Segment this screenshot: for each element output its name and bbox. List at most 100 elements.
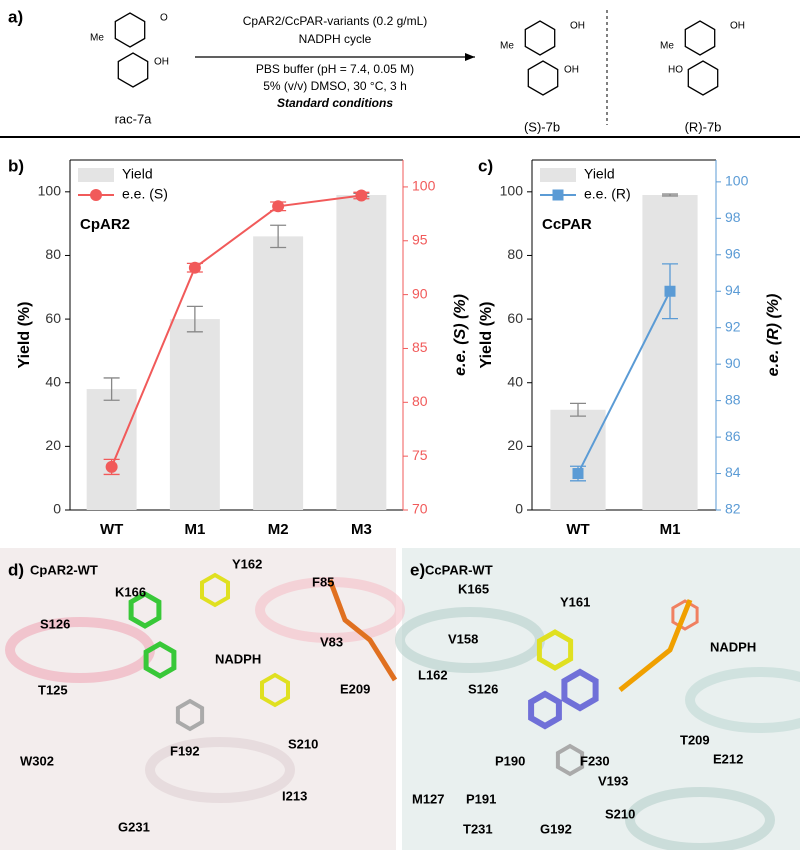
y-tick-label: 100 — [500, 183, 524, 199]
ribbon — [625, 787, 775, 853]
atom-label: OH — [154, 57, 169, 68]
y2-tick-label: 100 — [725, 173, 749, 189]
y2-tick-label: 90 — [725, 355, 741, 371]
line — [110, 194, 362, 468]
y-tick-label: 0 — [515, 501, 523, 517]
y-tick-label: 40 — [45, 373, 61, 389]
residue-label: T231 — [463, 821, 493, 836]
y2-tick-label: 82 — [725, 501, 741, 517]
atom-label: OH — [570, 21, 585, 32]
ring — [117, 52, 149, 88]
bar — [253, 236, 304, 510]
y2-tick-label: 98 — [725, 209, 741, 225]
y2-tick-label: 70 — [412, 501, 428, 517]
ring — [671, 599, 699, 631]
ring — [687, 60, 719, 96]
residue-label: V193 — [598, 773, 628, 788]
error-bar — [186, 305, 203, 333]
stick — [327, 579, 398, 682]
legend-label: e.e. (R) — [584, 186, 631, 202]
legend-marker — [552, 189, 564, 201]
ring — [114, 12, 146, 48]
error-bar — [270, 224, 287, 249]
residue-label: F192 — [170, 743, 200, 758]
y-axis-label: Yield (%) — [478, 302, 495, 369]
residue-label: G192 — [540, 821, 572, 836]
compound-name: (S)-7b — [524, 119, 560, 134]
stick — [618, 599, 693, 692]
panel-label: d) — [8, 560, 24, 579]
marker — [572, 468, 584, 480]
chart-annotation: CpAR2 — [80, 216, 130, 233]
y2-axis-label: e.e. (R) (%) — [765, 294, 782, 377]
panel-label: e) — [410, 560, 425, 579]
marker — [355, 189, 368, 202]
y2-tick-label: 88 — [725, 391, 741, 407]
atom-label: Me — [660, 41, 674, 52]
y2-tick-label: 84 — [725, 464, 741, 480]
y2-tick-label: 80 — [412, 393, 428, 409]
residue-label: E209 — [340, 681, 370, 696]
ribbon — [145, 737, 295, 803]
residue-label: P191 — [466, 791, 496, 806]
residue-label: Y161 — [560, 594, 590, 609]
y2-tick-label: 86 — [725, 428, 741, 444]
ring — [561, 668, 599, 712]
error-bar — [103, 377, 120, 401]
bar — [169, 319, 220, 510]
chart-annotation: CcPAR — [542, 216, 592, 233]
residue-label: M127 — [412, 791, 445, 806]
residue-label: L162 — [418, 667, 448, 682]
residue-label: F230 — [580, 753, 610, 768]
residue-label: S210 — [288, 736, 318, 751]
condition: NADPH cycle — [299, 32, 372, 46]
x-tick-label: WT — [100, 521, 123, 538]
residue-label: P190 — [495, 753, 525, 768]
legend-swatch — [540, 168, 576, 182]
ring — [200, 572, 230, 608]
ring — [128, 591, 162, 629]
ring — [528, 690, 562, 730]
atom-label: O — [160, 13, 168, 24]
ring — [260, 672, 290, 708]
y2-tick-label: 85 — [412, 339, 428, 355]
ring — [143, 641, 177, 679]
panel-label: c) — [478, 156, 493, 175]
ribbon — [685, 667, 800, 733]
y-tick-label: 80 — [507, 246, 523, 262]
bar — [86, 389, 137, 510]
residue-label: G231 — [118, 819, 150, 834]
panel-label: a) — [8, 7, 23, 26]
y-tick-label: 60 — [45, 310, 61, 326]
y-tick-label: 100 — [38, 183, 62, 199]
x-tick-label: M3 — [351, 521, 372, 538]
condition: Standard conditions — [277, 96, 393, 110]
bar — [550, 409, 606, 510]
compound-name: rac-7a — [115, 111, 153, 126]
bar — [336, 195, 387, 510]
panel-label: b) — [8, 156, 24, 175]
residue-label: F85 — [312, 574, 334, 589]
x-tick-label: M1 — [660, 521, 681, 538]
legend-label: e.e. (S) — [122, 186, 168, 202]
residue-label: T209 — [680, 732, 710, 747]
ring — [527, 60, 559, 96]
residue-label: NADPH — [710, 639, 756, 654]
residue-label: NADPH — [215, 651, 261, 666]
bar — [642, 195, 698, 510]
y-tick-label: 60 — [507, 310, 523, 326]
marker — [188, 261, 201, 274]
y-tick-label: 80 — [45, 246, 61, 262]
marker — [105, 460, 118, 473]
y2-tick-label: 96 — [725, 245, 741, 261]
error-bar — [662, 193, 678, 197]
y2-tick-label: 95 — [412, 231, 428, 247]
residue-label: K166 — [115, 584, 146, 599]
ring — [536, 629, 574, 671]
atom-label: Me — [90, 33, 104, 44]
y-tick-label: 40 — [507, 373, 523, 389]
legend-marker — [90, 189, 102, 201]
condition: PBS buffer (pH = 7.4, 0.05 M) — [256, 62, 414, 76]
